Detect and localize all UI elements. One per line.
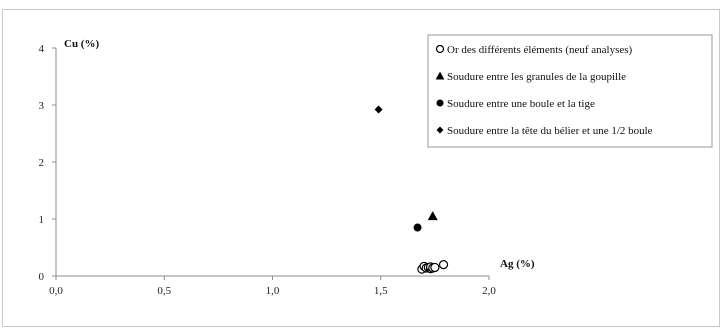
x-tick-label: 2,0	[482, 285, 496, 297]
legend-label: Or des différents éléments (neuf analyse…	[447, 44, 633, 56]
data-point	[438, 260, 449, 270]
chart-frame: 0,0 0,5 1,0 1,5 2,0 0 1 2 3 4 Cu (%) Ag (%) Or de…	[2, 9, 720, 327]
x-tick-label: 1,0	[266, 285, 280, 297]
legend-label: Soudure entre une boule et la tige	[447, 98, 595, 110]
y-tick-label: 0	[39, 271, 45, 283]
scatter-chart: 0,0 0,5 1,0 1,5 2,0 0 1 2 3 4 Cu (%) Ag (%) Or de…	[39, 34, 713, 297]
legend-box	[427, 34, 713, 148]
x-tick-label: 1,5	[374, 285, 388, 297]
ticks: 0,0 0,5 1,0 1,5 2,0 0 1 2 3 4	[39, 43, 497, 297]
x-tick-label: 0,0	[49, 285, 63, 297]
data-point	[374, 105, 383, 114]
y-tick-label: 3	[39, 100, 45, 112]
data-point	[413, 223, 422, 232]
data-point	[427, 211, 438, 221]
legend-label: Soudure entre la tête du bélier et une 1…	[447, 125, 653, 137]
legend-marker	[436, 99, 444, 107]
legend-marker	[435, 71, 445, 80]
axes	[55, 48, 489, 277]
x-tick-label: 0,5	[157, 285, 171, 297]
legend-marker	[435, 44, 445, 54]
data-point	[430, 262, 440, 273]
y-tick-label: 1	[39, 214, 45, 226]
y-axis-title: Cu (%)	[64, 38, 99, 50]
legend: Or des différents éléments (neuf analyse…	[427, 34, 713, 148]
data-points	[374, 105, 449, 274]
legend-label: Soudure entre les granules de la goupill…	[447, 71, 626, 83]
legend-marker	[436, 126, 444, 134]
y-tick-label: 2	[39, 157, 45, 169]
x-axis-title: Ag (%)	[500, 258, 535, 270]
y-tick-label: 4	[39, 43, 45, 55]
